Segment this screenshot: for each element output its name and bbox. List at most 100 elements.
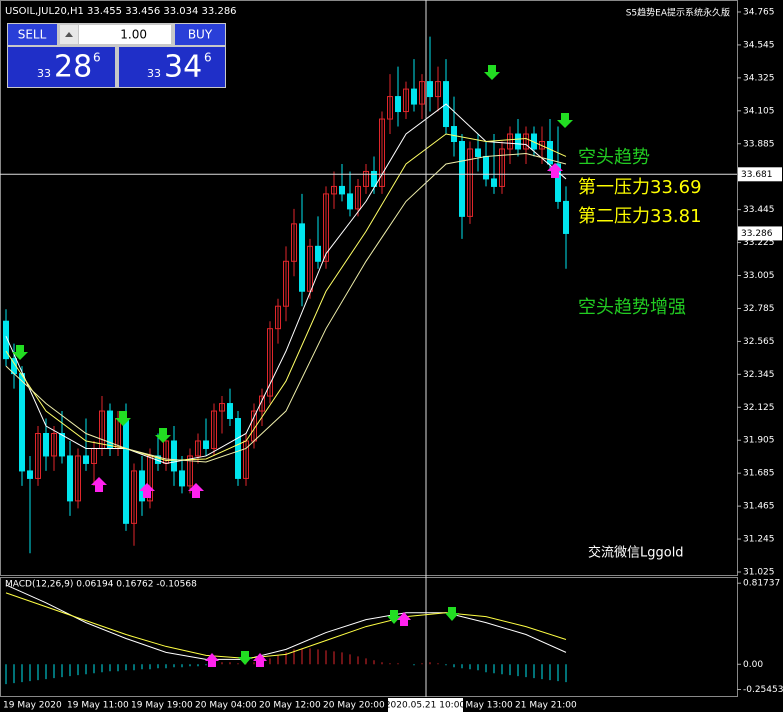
candle-body xyxy=(259,395,265,412)
y-tick-label: 34.765 xyxy=(743,7,775,17)
candle-body xyxy=(67,455,73,502)
spinner-arrow xyxy=(65,32,73,37)
candle-body xyxy=(299,223,305,292)
candle-body xyxy=(83,455,89,464)
down-arrow xyxy=(115,411,131,426)
candle-body xyxy=(427,81,433,98)
candle-body xyxy=(171,440,177,472)
macd-title: MACD(12,26,9) 0.06194 0.16762 -0.10568 xyxy=(5,580,197,590)
candle-body xyxy=(395,96,401,113)
y-tick-label: -0.25453 xyxy=(743,685,783,695)
candle-body xyxy=(563,200,569,234)
sell-price-box[interactable] xyxy=(8,47,115,87)
candle-body xyxy=(3,320,9,360)
candle-body xyxy=(315,245,321,262)
down-arrow xyxy=(155,428,171,443)
candle-body xyxy=(347,193,353,210)
candle-body xyxy=(491,178,497,187)
candle-body xyxy=(363,170,369,187)
candle-body xyxy=(555,163,561,202)
up-arrow xyxy=(397,612,411,626)
candle-body xyxy=(59,432,65,457)
candle-body xyxy=(75,455,81,502)
candle-body xyxy=(211,410,217,449)
candle-body xyxy=(507,133,513,150)
candle-body xyxy=(339,185,345,195)
last-price-box xyxy=(738,226,782,241)
candle-body xyxy=(123,418,129,524)
chart-title: USOIL,JUL20,H1 33.455 33.456 33.034 33.2… xyxy=(5,6,237,17)
trade-panel: SELL 1.00 BUY 33 28 6 33 34 6 xyxy=(7,23,226,88)
candle-body xyxy=(355,185,361,210)
y-tick-label: 33.005 xyxy=(743,271,775,281)
annotation: 空头趋势 xyxy=(578,147,650,168)
y-tick-label: 33.225 xyxy=(743,238,775,248)
candle-body xyxy=(387,96,393,120)
crosshair-price: 33.681 xyxy=(741,170,773,180)
indicator-line xyxy=(5,592,567,659)
x-tick-label: 21 May 13:00 xyxy=(451,701,513,711)
lots-value: 1.00 xyxy=(120,28,147,42)
sell-price-main: 28 xyxy=(54,50,92,85)
candle-body xyxy=(235,418,241,479)
annotation: 第二压力33.81 xyxy=(578,206,702,227)
y-tick-label: 34.545 xyxy=(743,40,775,50)
down-arrow xyxy=(12,345,28,360)
up-arrow xyxy=(188,483,204,498)
candle-body xyxy=(323,193,329,262)
candle-body xyxy=(419,81,425,105)
candle-body xyxy=(195,440,201,457)
buy-price-prefix: 33 xyxy=(147,67,161,80)
last-price: 33.286 xyxy=(741,229,773,239)
up-arrow xyxy=(139,483,155,498)
y-tick-label: 31.465 xyxy=(743,502,775,512)
y-tick-label: 34.325 xyxy=(743,73,775,83)
candle-body xyxy=(483,155,489,180)
indicator-line xyxy=(5,584,567,660)
down-arrow xyxy=(484,65,500,80)
candle-body xyxy=(179,470,185,487)
indicator-line xyxy=(5,152,567,463)
y-tick-label: 32.565 xyxy=(743,337,775,347)
candle-body xyxy=(307,245,313,292)
candle-body xyxy=(291,223,297,262)
y-tick-label: 31.245 xyxy=(743,535,775,545)
candle-body xyxy=(411,88,417,105)
up-arrows xyxy=(91,163,563,667)
candle-body xyxy=(203,440,209,449)
candle-body xyxy=(43,432,49,457)
sell-price-pip: 6 xyxy=(93,51,101,65)
x-tick-label: 21 May 21:00 xyxy=(515,701,577,711)
lots-input[interactable] xyxy=(79,25,171,44)
buy-label[interactable]: BUY xyxy=(188,28,213,42)
macd-panel xyxy=(0,577,738,697)
sell-price-prefix: 33 xyxy=(37,67,51,80)
crosshair-time: 2020.05.21 10:00 xyxy=(385,701,466,711)
sell-button[interactable] xyxy=(8,24,57,45)
y-tick-label: 32.785 xyxy=(743,304,775,314)
candle-body xyxy=(499,148,505,187)
sell-label[interactable]: SELL xyxy=(18,28,47,42)
candle-body xyxy=(283,260,289,307)
y-tick-label: 31.685 xyxy=(743,469,775,479)
indicator-line xyxy=(5,133,567,461)
buy-button[interactable] xyxy=(175,24,225,45)
candle-body xyxy=(435,81,441,98)
candle-body xyxy=(27,470,33,479)
x-tick-label: 20 May 04:00 xyxy=(195,701,257,711)
candle-body xyxy=(331,185,337,195)
buy-price-box[interactable] xyxy=(119,47,225,87)
candle-body xyxy=(219,403,225,412)
candle-body xyxy=(451,126,457,143)
candle-body xyxy=(35,432,41,479)
up-arrow xyxy=(547,163,563,178)
y-tick-label: 0.81737 xyxy=(743,579,780,589)
candle-body xyxy=(515,133,521,150)
x-tick-label: 19 May 19:00 xyxy=(131,701,193,711)
candle-body xyxy=(275,305,281,330)
candle-body xyxy=(267,328,273,397)
candle-body xyxy=(51,432,57,457)
x-tick-label: 19 May 11:00 xyxy=(67,701,129,711)
y-tick-label: 32.345 xyxy=(743,370,775,380)
